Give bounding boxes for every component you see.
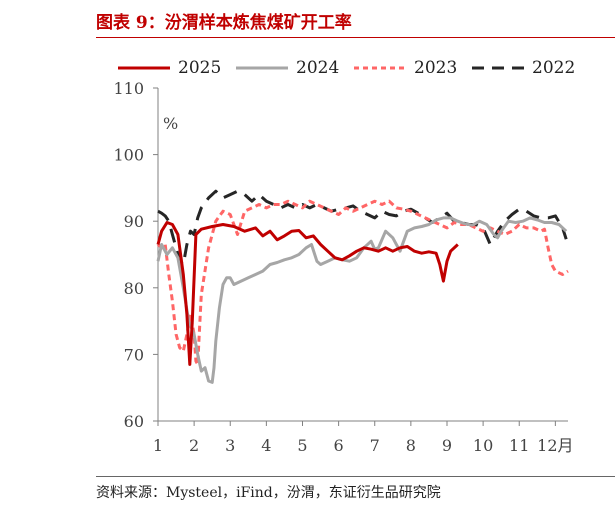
x-tick-label: 10 [473, 436, 493, 455]
series-line-2025 [156, 221, 459, 366]
y-axis-unit: % [163, 114, 178, 133]
legend-swatch-2024 [236, 66, 288, 70]
bottom-rule [96, 476, 615, 477]
x-tick-label: 12月 [537, 436, 573, 455]
x-tick-labels: 1 2 3 4 5 6 7 8 9 10 11 12月 [153, 436, 574, 455]
legend-swatch-2022 [472, 66, 524, 70]
figure-title: 图表 9：汾渭样本炼焦煤矿开工率 [96, 13, 352, 33]
y-tick-label: 110 [113, 79, 144, 98]
x-tick-label: 7 [370, 436, 380, 455]
x-tick-label: 9 [442, 436, 452, 455]
x-tick-label: 4 [261, 436, 271, 455]
x-tick-label: 2 [189, 436, 199, 455]
title-rule [96, 37, 615, 38]
x-tick-label: 11 [509, 436, 529, 455]
x-tick-label: 5 [297, 436, 307, 455]
series-line-2024 [156, 216, 568, 384]
x-tick-label: 6 [334, 436, 344, 455]
legend-label-2023: 2023 [414, 58, 458, 78]
legend-swatch-2025 [118, 66, 170, 70]
legend-label-2022: 2022 [532, 58, 576, 78]
x-tick-label: 8 [406, 436, 416, 455]
y-tick-label: 90 [124, 212, 144, 231]
series-lines [156, 189, 569, 384]
source-note: 资料来源：Mysteel，iFind，汾渭，东证衍生品研究院 [96, 485, 441, 501]
x-tick-label: 3 [225, 436, 235, 455]
legend-label-2024: 2024 [296, 58, 340, 78]
x-tick-label: 1 [153, 436, 163, 455]
series-line-2023 [156, 199, 569, 366]
y-tick-label: 80 [124, 279, 144, 298]
y-tick-labels: 60 70 80 90 100 110 [113, 79, 144, 431]
axes [153, 87, 568, 426]
y-tick-label: 100 [113, 146, 144, 165]
line-chart: % 60 70 80 90 100 110 1 2 3 4 5 6 7 8 9 10 11 12月 [113, 79, 574, 455]
y-tick-label: 60 [124, 412, 144, 431]
legend-label-2025: 2025 [178, 58, 222, 78]
y-tick-label: 70 [124, 345, 144, 364]
